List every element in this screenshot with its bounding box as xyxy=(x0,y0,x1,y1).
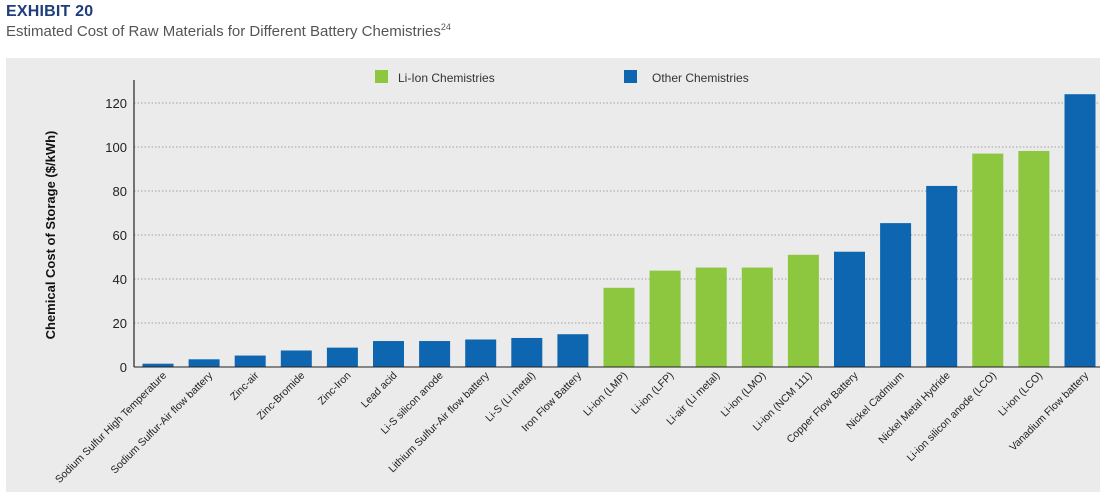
chart-subtitle: Estimated Cost of Raw Materials for Diff… xyxy=(6,22,451,41)
y-tick-label: 80 xyxy=(113,184,127,199)
bar xyxy=(280,350,312,367)
bar xyxy=(741,267,773,367)
bar xyxy=(188,359,220,367)
legend: Li-Ion Chemistries Other Chemistries xyxy=(375,70,749,85)
x-tick-label: Sodium Sulfur-Air flow battery xyxy=(109,369,216,476)
x-tick-label: Li-ion (LMP) xyxy=(581,370,630,419)
y-axis-ticks: 0 20 40 60 80 100 120 xyxy=(105,96,127,375)
subtitle-reference: 24 xyxy=(440,22,451,32)
bar xyxy=(1018,150,1050,367)
subtitle-text: Estimated Cost of Raw Materials for Diff… xyxy=(6,23,441,40)
bar xyxy=(465,339,497,367)
bar xyxy=(834,251,865,367)
bar xyxy=(373,341,404,367)
bar-chart: 0 20 40 60 80 100 120 Sodium Sulfur High Tempe… xyxy=(43,70,1100,486)
bar xyxy=(603,287,635,367)
y-tick-label: 0 xyxy=(120,360,127,375)
bar xyxy=(926,185,958,367)
bar xyxy=(649,270,681,367)
y-tick-label: 40 xyxy=(113,272,127,287)
y-axis-title: Chemical Cost of Storage ($/kWh) xyxy=(43,131,58,340)
bars xyxy=(142,94,1096,367)
legend-swatch-other xyxy=(624,70,637,83)
x-tick-label: Li-ion (LCO) xyxy=(996,370,1045,419)
bar xyxy=(511,337,543,367)
bar xyxy=(787,254,819,367)
x-tick-label: Zinc-Iron xyxy=(316,370,354,408)
legend-label-other: Other Chemistries xyxy=(652,71,749,85)
y-tick-label: 20 xyxy=(113,316,127,331)
x-tick-label: Li-ion silicon anode (LCO) xyxy=(905,370,999,464)
y-tick-label: 60 xyxy=(113,228,127,243)
chart-panel: 0 20 40 60 80 100 120 Sodium Sulfur High Tempe… xyxy=(6,58,1100,492)
x-tick-label: Lithium Sulfur-Air flow battery xyxy=(386,369,492,475)
x-tick-label: Zinc-Bromide xyxy=(255,370,308,423)
exhibit-label: EXHIBIT 20 xyxy=(6,3,94,20)
bar xyxy=(972,153,1004,367)
x-tick-label: Li-ion (LMO) xyxy=(719,370,769,420)
bar xyxy=(142,363,174,367)
x-tick-label: Lead acid xyxy=(359,370,400,411)
bar xyxy=(880,223,912,367)
bar xyxy=(1064,94,1096,367)
bar xyxy=(695,267,727,367)
x-tick-label: Zinc-air xyxy=(228,369,262,403)
bar xyxy=(234,355,266,367)
x-tick-label: Vanadium Flow battery xyxy=(1007,369,1091,453)
y-tick-label: 120 xyxy=(105,96,127,111)
bar xyxy=(419,341,451,367)
y-tick-label: 100 xyxy=(105,140,127,155)
legend-label-li-ion: Li-Ion Chemistries xyxy=(398,71,495,85)
bar xyxy=(557,334,589,367)
legend-swatch-li-ion xyxy=(375,70,388,83)
bar xyxy=(326,347,358,367)
x-tick-label: Li-ion (LFP) xyxy=(629,370,676,417)
